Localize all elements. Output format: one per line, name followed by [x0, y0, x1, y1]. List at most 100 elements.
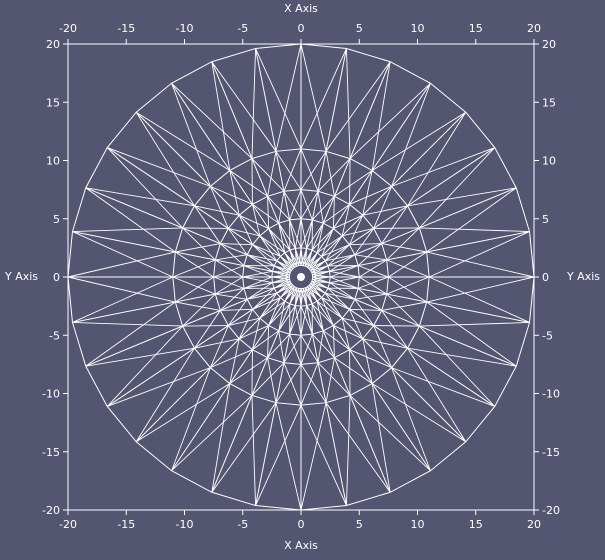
mesh-diagonal	[333, 325, 334, 357]
mesh-diagonal	[427, 277, 534, 302]
mesh-diagonal	[252, 363, 284, 396]
mesh-diagonal	[301, 48, 346, 148]
mesh-diagonal	[318, 159, 350, 192]
mesh-diagonal	[268, 196, 290, 220]
mesh-diagonal	[355, 294, 387, 299]
mesh-diagonal	[392, 83, 431, 186]
y-axis-title-right: Y Axis	[566, 270, 600, 283]
mesh-diagonal	[253, 245, 275, 266]
mesh-spoke	[311, 148, 495, 271]
mesh-diagonal	[220, 288, 244, 310]
mesh-diagonal	[429, 277, 529, 322]
mesh-diagonal	[212, 403, 276, 493]
mesh-diagonal	[269, 229, 290, 251]
mesh-spoke	[136, 285, 293, 442]
y-tick-label-right: -20	[542, 504, 560, 517]
mesh-diagonal	[212, 62, 276, 152]
y-tick-label-left: -15	[42, 446, 60, 459]
x-tick-label-bottom: 10	[411, 518, 425, 531]
mesh-diagonal	[318, 191, 323, 223]
mesh-diagonal	[276, 403, 301, 510]
mesh-diagonal	[301, 306, 307, 336]
x-axis-title-bottom: X Axis	[284, 539, 318, 552]
mesh-spoke	[309, 285, 466, 442]
mesh-diagonal	[350, 395, 430, 470]
mesh-diagonal	[86, 302, 176, 366]
x-tick-label-top: 0	[298, 22, 305, 35]
mesh-diagonal	[215, 255, 247, 260]
mesh-diagonal	[244, 266, 272, 277]
mesh-diagonal	[330, 266, 358, 277]
mesh-diagonal	[419, 148, 494, 228]
x-tick-label-bottom: 5	[356, 518, 363, 531]
mesh-diagonal	[326, 403, 390, 493]
y-tick-label-right: -5	[542, 329, 553, 342]
mesh-diagonal	[136, 384, 230, 442]
x-tick-label-bottom: 20	[527, 518, 541, 531]
mesh-diagonal	[392, 368, 431, 471]
mesh-diagonal	[268, 196, 269, 228]
mesh-diagonal	[328, 245, 350, 266]
y-tick-label-left: 20	[46, 38, 60, 51]
mesh-diagonal	[392, 368, 495, 407]
mesh-center	[297, 273, 305, 281]
x-tick-label-top: 15	[469, 22, 483, 35]
mesh-diagonal	[326, 151, 334, 196]
mesh-diagonal	[72, 322, 182, 326]
mesh-diagonal	[346, 395, 350, 505]
mesh-diagonal	[429, 232, 529, 277]
mesh-diagonal	[136, 112, 230, 170]
mesh-diagonal	[175, 302, 220, 310]
mesh-diagonal	[290, 306, 301, 334]
wireframe-mesh	[68, 44, 534, 510]
mesh-diagonal	[86, 188, 176, 252]
mesh-diagonal	[358, 288, 382, 310]
y-tick-label-right: -10	[542, 388, 560, 401]
y-tick-label-left: 15	[46, 96, 60, 109]
mesh-diagonal	[295, 306, 301, 336]
mesh-diagonal	[372, 384, 466, 442]
mesh-diagonal	[326, 358, 334, 403]
mesh-diagonal	[212, 384, 230, 493]
mesh-diagonal	[276, 44, 301, 151]
mesh-diagonal	[172, 368, 211, 471]
mesh-diagonal	[72, 232, 172, 277]
mesh-diagonal	[172, 395, 252, 470]
y-tick-label-left: -10	[42, 388, 60, 401]
mesh-diagonal	[256, 405, 301, 505]
y-tick-label-right: 0	[542, 271, 549, 284]
mesh-diagonal	[328, 288, 350, 309]
mesh-diagonal	[220, 309, 252, 310]
mesh-spoke	[307, 83, 430, 267]
mesh-diagonal	[136, 348, 194, 442]
mesh-diagonal	[301, 44, 326, 151]
mesh-diagonal	[244, 277, 272, 288]
mesh-diagonal	[107, 368, 210, 407]
mesh-diagonal	[382, 302, 427, 310]
mesh-diagonal	[350, 83, 430, 158]
mesh-diagonal	[333, 196, 334, 228]
x-tick-label-bottom: 0	[298, 518, 305, 531]
y-tick-label-left: 5	[53, 213, 60, 226]
mesh-diagonal	[72, 277, 172, 322]
mesh-diagonal	[355, 255, 387, 260]
mesh-diagonal	[312, 196, 334, 220]
mesh-diagonal	[136, 112, 194, 206]
x-tick-label-bottom: -20	[59, 518, 77, 531]
mesh-diagonal	[172, 83, 252, 158]
mesh-diagonal	[252, 159, 284, 192]
mesh-diagonal	[427, 252, 534, 277]
mesh-spoke	[107, 148, 291, 271]
mesh-diagonal	[408, 112, 466, 206]
mesh-diagonal	[330, 271, 360, 277]
y-tick-label-left: 0	[53, 271, 60, 284]
mesh-diagonal	[427, 188, 517, 252]
mesh-diagonal	[349, 309, 381, 310]
mesh-diagonal	[301, 306, 312, 334]
mesh-diagonal	[268, 325, 269, 357]
y-tick-label-right: -15	[542, 446, 560, 459]
x-tick-label-top: -5	[237, 22, 248, 35]
mesh-diagonal	[175, 244, 220, 252]
